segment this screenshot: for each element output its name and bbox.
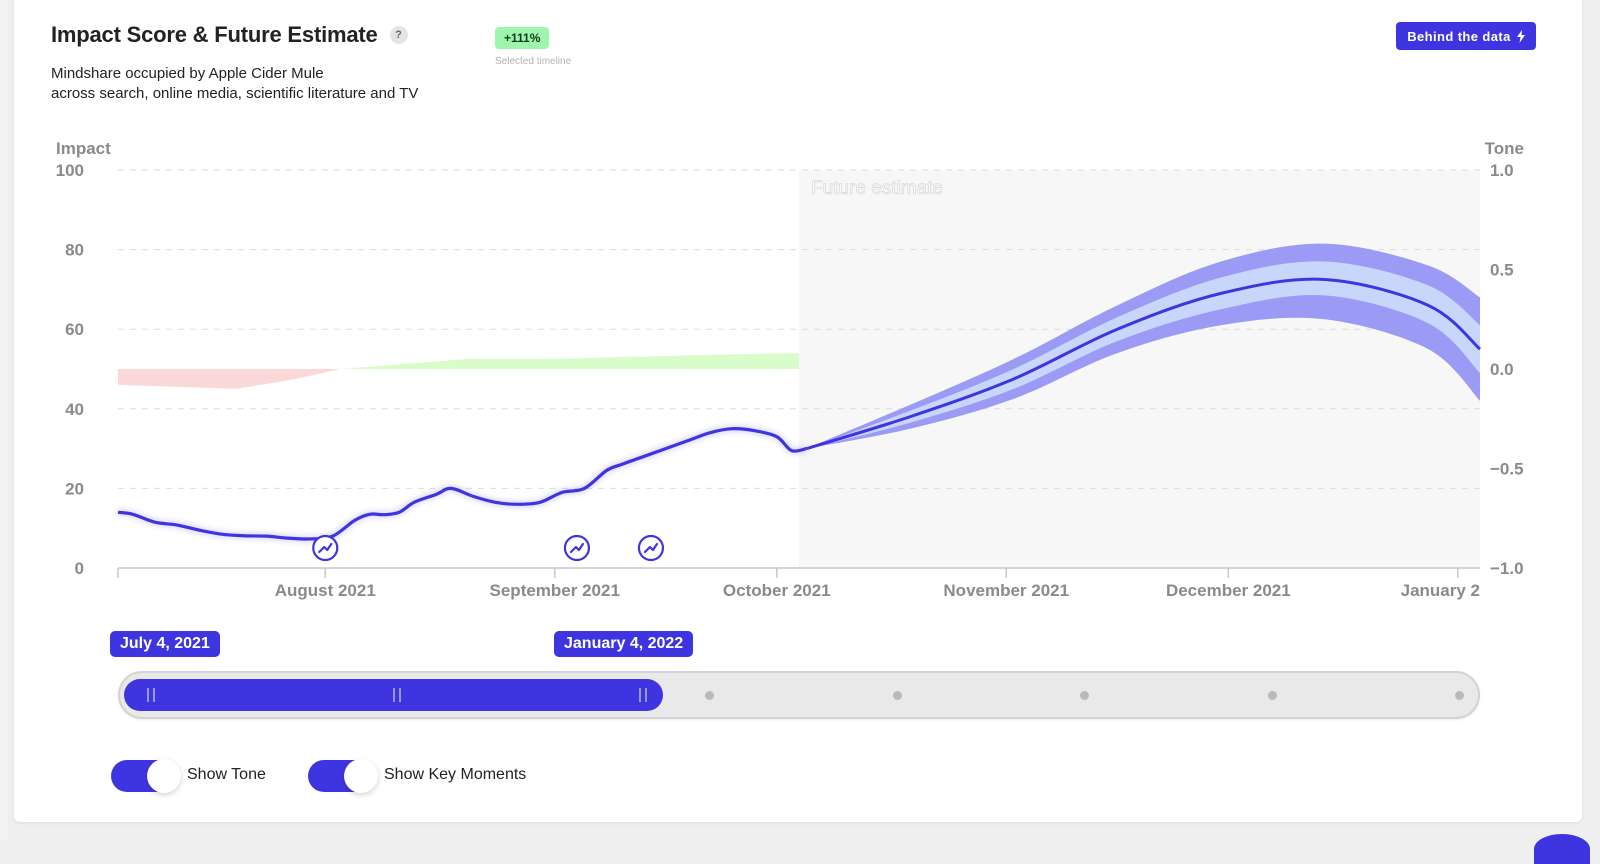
key-moment-icon[interactable] [637,534,665,562]
future-estimate-label: Future estimate [811,178,943,199]
x-axis-tick-label: September 2021 [490,581,620,600]
future-estimate-region [799,170,1480,568]
slider-tick [1080,691,1089,700]
page-edge [0,0,8,840]
x-axis-tick-label: October 2021 [723,581,831,600]
toggle-knob [147,759,181,793]
x-axis-tick-label: December 2021 [1166,581,1291,600]
slider-selected-range[interactable] [124,679,663,711]
forecast-line [805,277,1482,451]
x-axis-tick-label: August 2021 [275,581,376,600]
slider-handle-end[interactable] [639,688,647,702]
x-axis-tick-label: January 2 [1401,581,1480,600]
slider-tick [705,691,714,700]
left-axis-tick: 40 [65,400,84,419]
slider-tick [1455,691,1464,700]
right-axis-tick: 0.0 [1490,360,1514,379]
impact-line-shadow [117,425,808,543]
show-key-moments-label: Show Key Moments [384,766,527,783]
tone-positive-area [340,353,799,369]
change-badge: +111% [495,27,550,49]
lightning-icon [1516,29,1525,43]
behind-the-data-label: Behind the data [1407,28,1511,44]
behind-the-data-button[interactable]: Behind the data [1396,22,1536,50]
help-icon[interactable]: ? [389,26,408,44]
slider-handle-middle[interactable] [393,688,401,702]
change-caption: Selected timeline [495,56,572,67]
key-moment-icon[interactable] [312,534,339,562]
key-moment-icon[interactable] [563,534,591,562]
slider-handle-start[interactable] [147,688,155,702]
impact-line [117,427,807,541]
x-axis-tick-label: November 2021 [943,581,1069,600]
timeline-slider[interactable] [118,671,1480,719]
slider-tick [893,691,902,700]
chart-subtitle: Mindshare occupied by Apple Cider Mule a… [51,64,418,104]
range-end-chip: January 4, 2022 [554,631,694,657]
right-axis-tick: 0.5 [1490,261,1514,280]
right-axis-tick: 1.0 [1490,161,1514,180]
subtitle-line-2: across search, online media, scientific … [51,85,419,102]
tone-negative-area [118,369,341,389]
chat-bubble[interactable] [1534,834,1590,864]
impact-chart: Future estimate Impact 0 20 40 60 80 100 Tone 1.0… [55,139,1524,604]
page-title: Impact Score & Future Estimate [51,22,378,47]
show-key-moments-toggle[interactable] [308,759,378,793]
left-axis-tick: 60 [65,320,84,339]
show-tone-label: Show Tone [187,766,266,783]
left-axis-tick: 20 [65,479,84,498]
left-axis-title: Impact [56,139,111,158]
left-axis-tick: 80 [65,241,84,260]
right-axis-tick: −0.5 [1490,460,1524,479]
range-start-chip: July 4, 2021 [110,631,220,657]
subtitle-line-1: Mindshare occupied by Apple Cider Mule [51,65,324,82]
show-tone-toggle[interactable] [111,759,181,793]
left-axis-tick: 100 [56,161,84,180]
slider-tick [1268,691,1277,700]
toggle-knob [344,759,378,793]
left-axis-tick: 0 [75,559,84,578]
forecast-inner-band [806,261,1480,449]
title-row: Impact Score & Future Estimate ? [51,22,408,48]
x-axis-label-clip [1480,580,1510,604]
right-axis-tick: −1.0 [1490,559,1524,578]
right-axis-title: Tone [1485,139,1524,158]
